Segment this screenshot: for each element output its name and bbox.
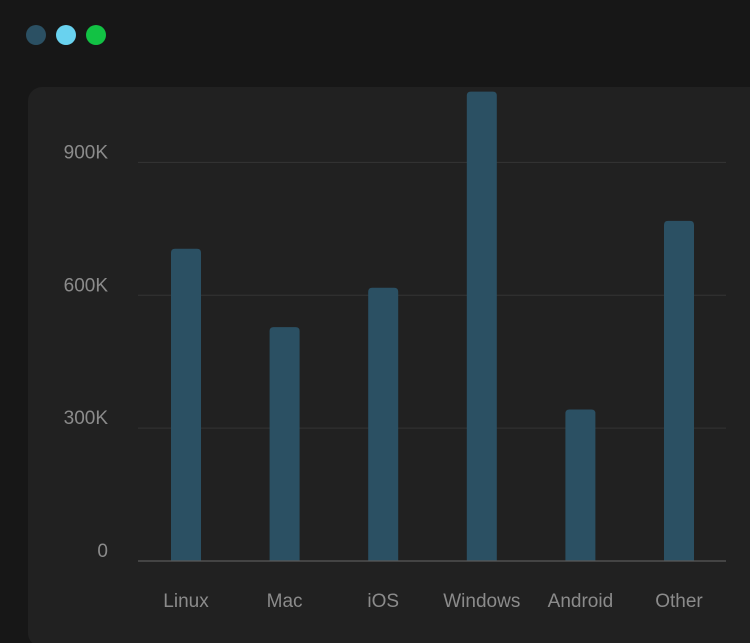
bar-windows[interactable]: [466, 91, 497, 562]
maximize-button[interactable]: [86, 25, 106, 45]
bar-linux[interactable]: [171, 248, 201, 562]
x-tick-label: Android: [548, 591, 614, 612]
y-tick-label: 0: [97, 541, 108, 562]
bar-android[interactable]: [565, 409, 596, 561]
y-tick-label: 600K: [64, 275, 109, 296]
title-bar: [0, 0, 750, 72]
y-tick-label: 300K: [64, 408, 109, 429]
x-tick-label: iOS: [367, 591, 399, 612]
x-tick-label: Mac: [267, 591, 303, 612]
x-tick-label: Other: [655, 591, 703, 612]
bar-mac[interactable]: [269, 327, 300, 561]
x-tick-label: Windows: [443, 591, 520, 612]
close-button[interactable]: [26, 25, 46, 45]
bar-other[interactable]: [664, 220, 694, 561]
x-tick-label: Linux: [163, 591, 209, 612]
bar-ios[interactable]: [368, 287, 399, 561]
y-tick-label: 900K: [64, 142, 109, 163]
minimize-button[interactable]: [56, 25, 76, 45]
